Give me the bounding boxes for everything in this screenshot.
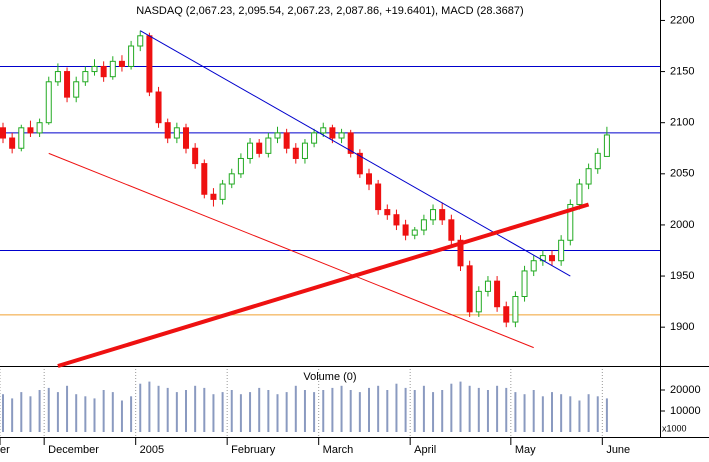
- candle-body: [366, 173, 372, 185]
- candle-body: [402, 224, 409, 236]
- volume-tick-label: 10000: [670, 405, 701, 417]
- candle-body: [109, 60, 116, 78]
- candle-body: [237, 157, 244, 175]
- candle-body: [9, 137, 16, 149]
- x-tick-label: April: [414, 444, 436, 456]
- candle-body: [0, 127, 6, 139]
- candle-body: [256, 142, 263, 154]
- candle-body: [448, 219, 455, 241]
- y-tick-label: 2150: [670, 65, 694, 77]
- candle-body: [292, 147, 299, 159]
- candle-body: [82, 71, 89, 83]
- candle-body: [475, 290, 482, 313]
- candle-body: [420, 219, 427, 231]
- candle-body: [347, 132, 354, 154]
- x-tick-label: March: [323, 444, 354, 456]
- candle-body: [54, 71, 61, 83]
- candle-body: [274, 132, 281, 139]
- candle-body: [320, 127, 327, 134]
- candle-body: [393, 214, 400, 226]
- y-tick-label: 2000: [670, 219, 694, 231]
- y-tick-label: 2200: [670, 14, 694, 26]
- candle-body: [301, 142, 308, 159]
- trend-line: [140, 30, 571, 277]
- candle-body: [329, 127, 336, 139]
- y-tick-label: 2050: [670, 168, 694, 180]
- candle-body: [265, 137, 272, 154]
- candle-body: [228, 173, 235, 185]
- x-tick-label: June: [606, 444, 630, 456]
- candle-body: [603, 134, 610, 157]
- x-tick-label: er: [0, 444, 10, 456]
- volume-unit: x1000: [662, 423, 687, 433]
- candle-body: [173, 127, 180, 139]
- candle-body: [192, 147, 199, 165]
- candle-body: [549, 255, 555, 262]
- candle-body: [164, 122, 171, 139]
- trend-line: [48, 152, 534, 349]
- candle-body: [155, 91, 162, 124]
- candle-body: [210, 193, 217, 200]
- y-tick-label: 2100: [670, 117, 694, 129]
- x-tick-label: December: [48, 444, 99, 456]
- candle-body: [567, 203, 574, 241]
- candle-body: [283, 132, 290, 149]
- candle-body: [375, 183, 382, 211]
- chart-title: NASDAQ (2,067.23, 2,095.54, 2,067.23, 2,…: [136, 5, 523, 17]
- candle-body: [512, 295, 519, 323]
- candle-body: [146, 35, 153, 93]
- candle-body: [466, 265, 473, 313]
- candle-body: [137, 35, 144, 47]
- candle-body: [73, 81, 80, 98]
- candle-body: [118, 60, 125, 67]
- x-tick-label: February: [231, 444, 276, 456]
- candle-body: [201, 163, 208, 195]
- candle-body: [384, 209, 391, 216]
- x-tick-label: 2005: [140, 444, 164, 456]
- x-tick-label: May: [515, 444, 536, 456]
- volume-title: Volume (0): [303, 371, 356, 383]
- candle-body: [530, 260, 537, 272]
- candle-body: [64, 71, 71, 98]
- y-tick-label: 1900: [670, 321, 694, 333]
- candle-body: [585, 168, 592, 185]
- candle-body: [457, 239, 464, 267]
- candle-body: [128, 45, 135, 67]
- volume-tick-label: 20000: [670, 384, 701, 396]
- candle-body: [100, 65, 107, 78]
- candle-body: [594, 152, 601, 170]
- candle-body: [27, 127, 34, 134]
- candle-body: [36, 122, 43, 134]
- candle-body: [356, 152, 363, 175]
- y-tick-label: 1950: [670, 270, 694, 282]
- candle-body: [183, 127, 189, 149]
- candle-body: [439, 209, 446, 221]
- candle-body: [521, 270, 528, 297]
- candle-body: [45, 81, 52, 124]
- candle-body: [558, 239, 565, 262]
- candle-body: [430, 209, 437, 221]
- candle-body: [91, 65, 98, 73]
- candle-body: [219, 183, 226, 200]
- candle-body: [338, 132, 345, 139]
- candle-body: [503, 306, 510, 323]
- candle-body: [484, 280, 491, 292]
- candle-body: [311, 132, 318, 144]
- candle-body: [576, 183, 583, 205]
- candle-body: [494, 280, 501, 308]
- candle-body: [18, 127, 25, 149]
- candle-body: [247, 142, 254, 159]
- candle-body: [411, 229, 418, 236]
- trend-line: [57, 202, 590, 368]
